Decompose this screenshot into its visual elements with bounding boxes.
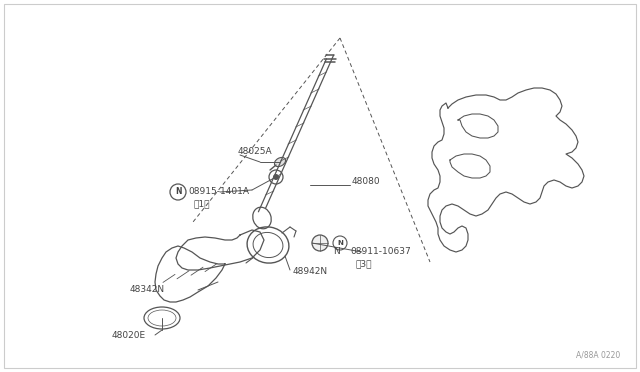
- Text: N: N: [333, 247, 340, 257]
- Text: 48080: 48080: [352, 177, 381, 186]
- Circle shape: [312, 235, 328, 251]
- Circle shape: [273, 174, 279, 180]
- Text: 、3。: 、3。: [355, 260, 371, 269]
- Text: 48020E: 48020E: [112, 330, 146, 340]
- Text: A/88A 0220: A/88A 0220: [576, 351, 620, 360]
- Text: 48342N: 48342N: [130, 285, 165, 295]
- Text: 08911-10637: 08911-10637: [350, 247, 411, 257]
- Text: 48025A: 48025A: [238, 148, 273, 157]
- Text: N: N: [337, 240, 343, 246]
- Text: N: N: [175, 187, 181, 196]
- Text: 48942N: 48942N: [293, 267, 328, 276]
- Ellipse shape: [275, 157, 285, 167]
- Text: 、1。: 、1。: [193, 199, 209, 208]
- Text: 08915-1401A: 08915-1401A: [188, 187, 249, 196]
